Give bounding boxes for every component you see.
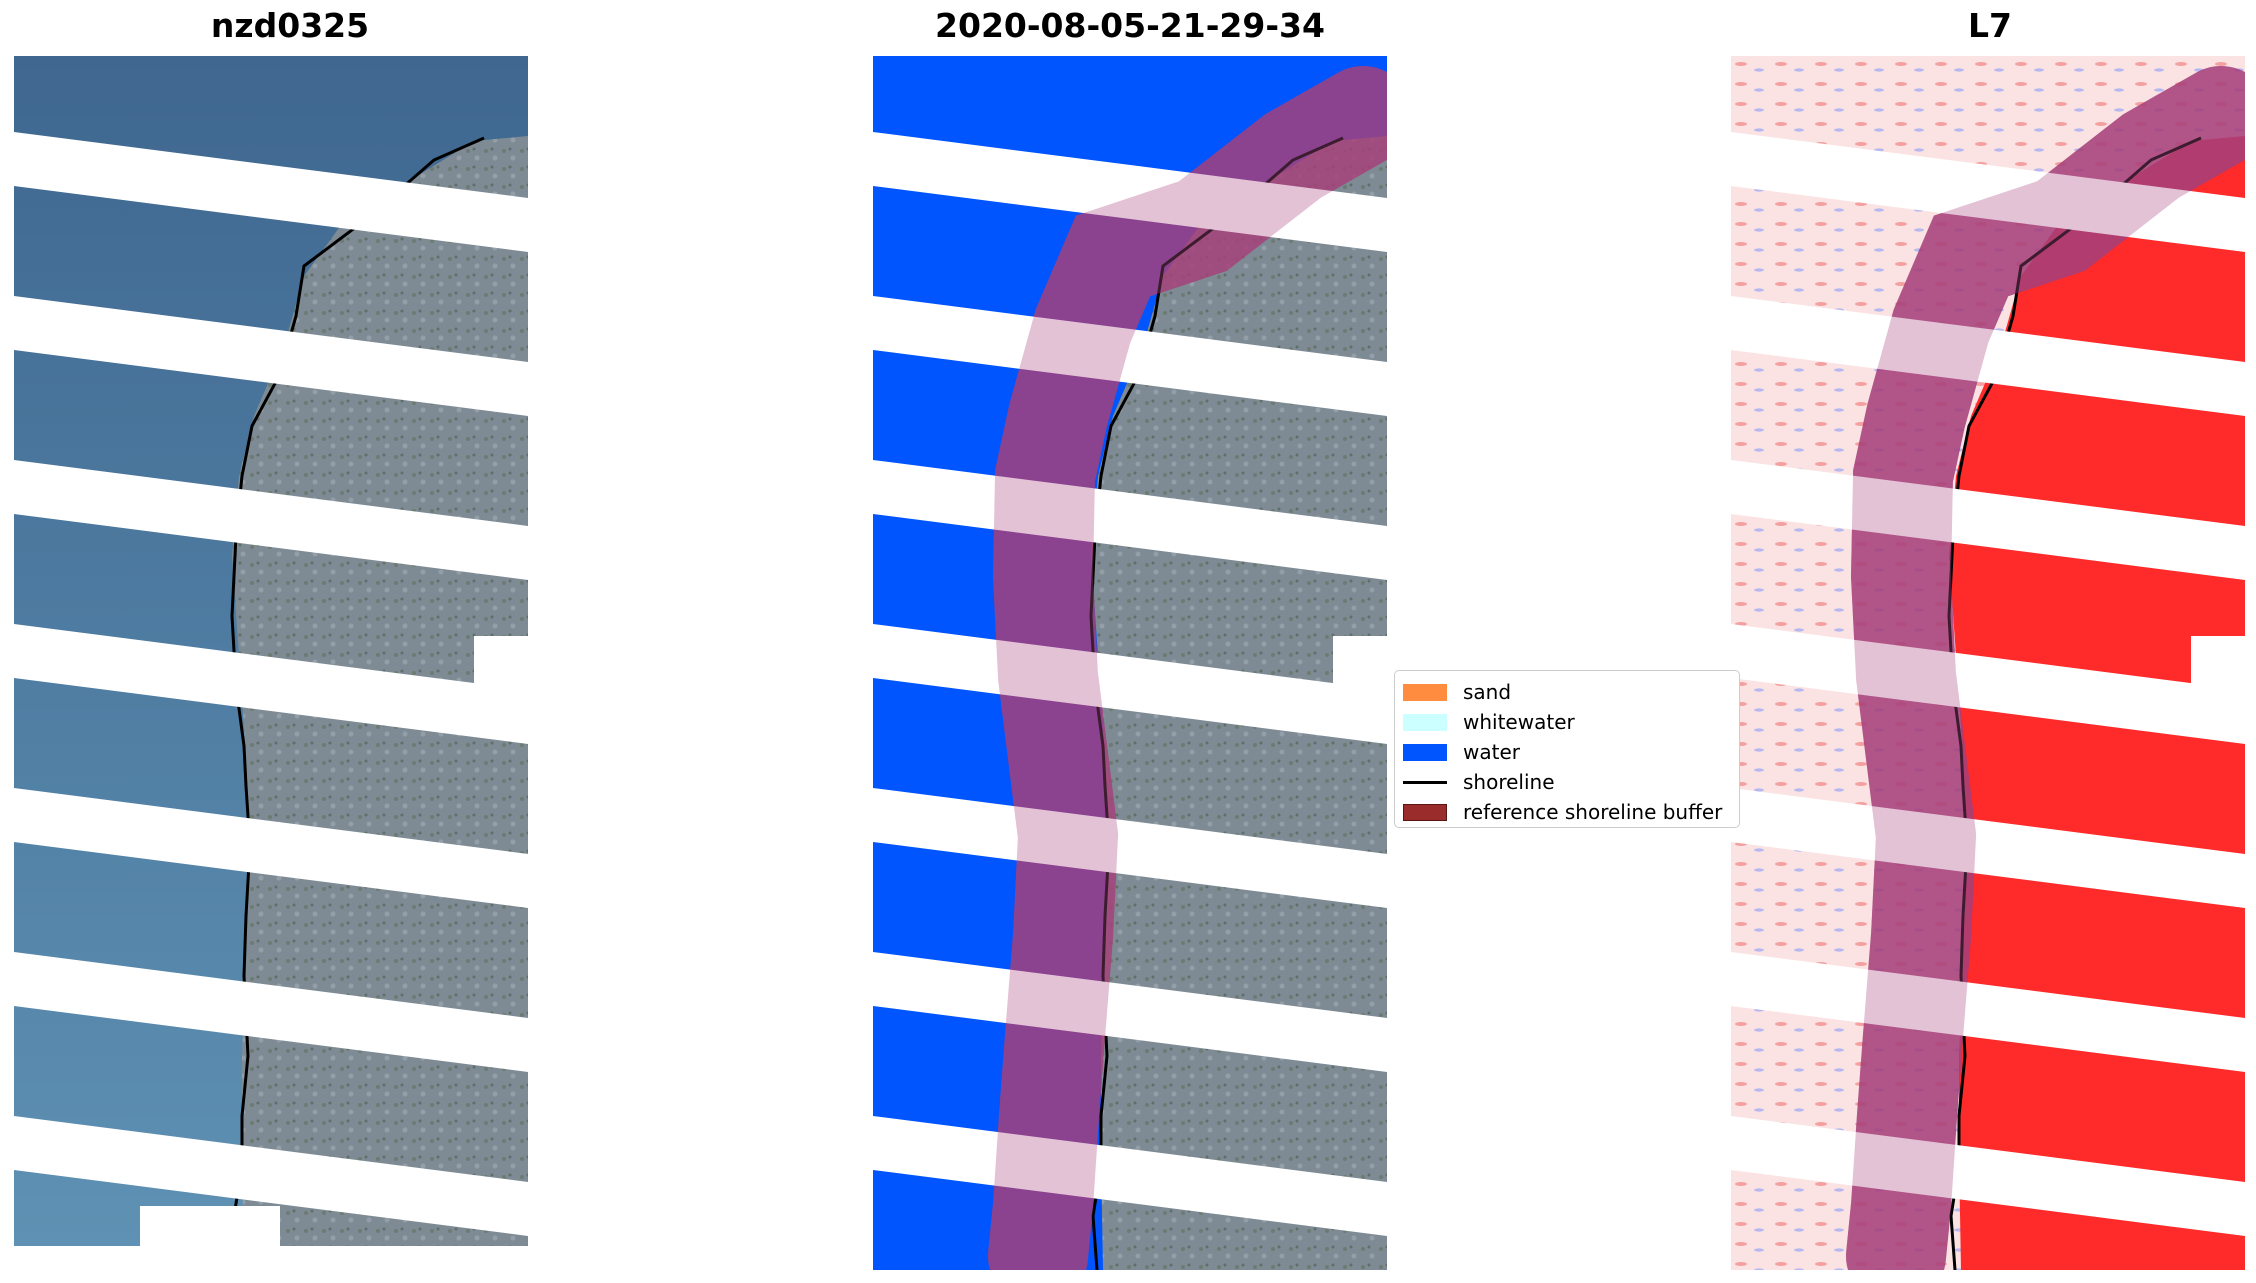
panel-title-right: L7	[1968, 6, 2012, 45]
rgb-image	[14, 56, 528, 1270]
legend-label: reference shoreline buffer	[1463, 800, 1723, 824]
legend: sand whitewater water shoreline referenc…	[1394, 670, 1740, 828]
classification-panel	[873, 56, 1387, 1270]
legend-swatch-water	[1403, 743, 1447, 761]
legend-item-whitewater: whitewater	[1403, 707, 1731, 737]
index-image-panel	[1731, 56, 2245, 1270]
index-image	[1731, 56, 2245, 1270]
panel-title-left: nzd0325	[210, 6, 370, 45]
classification-image	[873, 56, 1387, 1270]
legend-item-sand: sand	[1403, 677, 1731, 707]
legend-line-shoreline	[1403, 780, 1447, 784]
legend-label: sand	[1463, 680, 1512, 704]
legend-item-water: water	[1403, 737, 1731, 767]
scan-gap-stripes	[1731, 132, 2245, 1236]
legend-label: shoreline	[1463, 770, 1555, 794]
panel-title-center: 2020-08-05-21-29-34	[935, 6, 1325, 45]
legend-swatch-whitewater	[1403, 713, 1447, 731]
legend-swatch-sand	[1403, 683, 1447, 701]
rgb-image-panel	[14, 56, 528, 1270]
legend-item-buffer: reference shoreline buffer	[1403, 797, 1731, 827]
legend-item-shoreline: shoreline	[1403, 767, 1731, 797]
legend-label: whitewater	[1463, 710, 1575, 734]
legend-label: water	[1463, 740, 1520, 764]
legend-swatch-buffer	[1403, 803, 1447, 821]
scan-gap-stripes	[873, 132, 1387, 1236]
